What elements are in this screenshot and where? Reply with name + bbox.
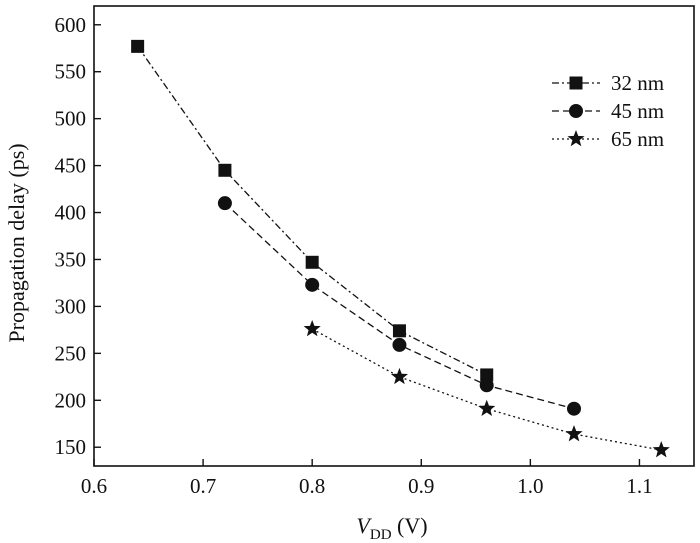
- data-point: [390, 367, 409, 385]
- x-axis-label-main: V: [356, 513, 372, 538]
- data-point: [305, 255, 319, 269]
- x-axis-label-sub: DD: [370, 527, 392, 543]
- data-point: [218, 163, 232, 177]
- x-tick-label: 1.1: [626, 474, 652, 498]
- data-point: [480, 368, 494, 382]
- plot-frame: [93, 5, 695, 467]
- series-32nm: [131, 39, 494, 382]
- data-point: [479, 378, 494, 393]
- x-axis-label: VDD (V): [356, 513, 427, 543]
- legend: 32 nm 45 nm 65 nm: [552, 71, 664, 151]
- x-axis-label-unit: (V): [392, 513, 428, 538]
- y-tick-label: 300: [55, 294, 87, 318]
- axes: [93, 5, 695, 467]
- data-point: [217, 196, 232, 211]
- x-tick-label: 0.9: [408, 474, 434, 498]
- legend-marker: [569, 104, 583, 118]
- x-tick-label: 0.8: [299, 474, 325, 498]
- series-65nm: [303, 319, 670, 458]
- y-tick-label: 350: [55, 247, 87, 271]
- ticks: 150 200 250 300 350 400 450 500 550 600 0.6 0.7 0.8 0…: [55, 13, 653, 498]
- series-45nm: [217, 196, 581, 416]
- x-tick-label: 0.7: [190, 474, 216, 498]
- legend-label: 32 nm: [611, 71, 664, 95]
- x-tick-label: 1.0: [517, 474, 543, 498]
- legend-item: 65 nm: [552, 127, 664, 151]
- x-tick-label: 0.6: [81, 474, 107, 498]
- plot-area: [131, 39, 670, 458]
- y-tick-label: 600: [55, 13, 87, 37]
- data-point: [565, 425, 583, 442]
- data-point: [303, 319, 321, 337]
- series-line: [311, 328, 662, 451]
- data-point: [392, 324, 406, 338]
- legend-marker: [569, 76, 583, 90]
- y-tick-label: 450: [55, 154, 87, 178]
- y-tick-label: 400: [55, 201, 87, 225]
- legend-label: 45 nm: [611, 99, 664, 123]
- legend-item: 32 nm: [552, 71, 664, 95]
- data-point: [478, 399, 496, 417]
- data-point: [131, 39, 145, 53]
- legend-marker: [567, 130, 585, 147]
- y-tick-label: 550: [55, 60, 87, 84]
- legend-label: 65 nm: [611, 127, 664, 151]
- data-point: [567, 401, 581, 416]
- data-point: [652, 441, 670, 458]
- data-point: [305, 277, 320, 292]
- legend-item: 45 nm: [552, 99, 664, 123]
- y-tick-label: 500: [55, 107, 87, 131]
- y-tick-label: 200: [55, 388, 87, 412]
- series-line: [137, 45, 488, 376]
- y-tick-label: 150: [55, 435, 87, 459]
- data-point: [392, 337, 407, 352]
- y-tick-label: 250: [55, 341, 87, 365]
- y-axis-label: Propagation delay (ps): [4, 143, 29, 342]
